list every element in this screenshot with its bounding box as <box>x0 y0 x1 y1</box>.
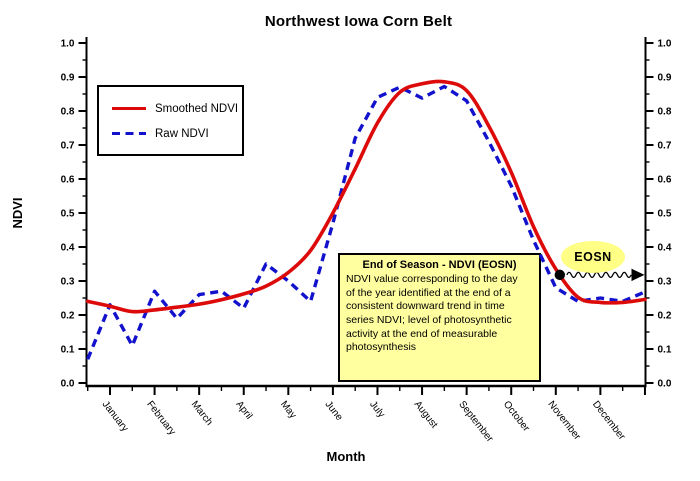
month-label: May <box>278 399 298 421</box>
y-tick-label-right: 0.7 <box>658 141 672 152</box>
eosn-wavy-arrow <box>566 271 632 279</box>
legend-item-smoothed: Smoothed NDVI <box>112 96 242 121</box>
month-label: September <box>456 399 495 445</box>
annotation-body: NDVI value corresponding to the day of th… <box>346 273 533 355</box>
month-label: December <box>590 399 627 443</box>
annotation-title: End of Season - NDVI (EOSN) <box>362 259 517 271</box>
legend: Smoothed NDVI Raw NDVI <box>97 85 244 156</box>
y-tick-label-left: 0.1 <box>61 345 75 356</box>
y-tick-label-left: 0.6 <box>61 175 75 186</box>
raw-line-sample <box>112 131 146 136</box>
y-tick-label-right: 0.1 <box>658 345 672 356</box>
month-label: April <box>233 399 254 422</box>
y-tick-label-left: 0.3 <box>61 277 75 288</box>
month-label: March <box>189 399 215 428</box>
month-label: February <box>144 399 177 437</box>
y-tick-label-left: 0.4 <box>61 243 75 254</box>
month-label: August <box>412 399 440 430</box>
month-label: November <box>545 399 582 443</box>
month-label: January <box>100 399 131 434</box>
raw-ndvi-line <box>86 84 646 360</box>
eosn-annotation-box: End of Season - NDVI (EOSN) NDVI value c… <box>338 253 541 382</box>
y-tick-label-right: 0.2 <box>658 311 672 322</box>
annotation-body-line: NDVI value corresponding to the day <box>346 273 518 285</box>
y-tick-label-right: 1.0 <box>658 39 672 50</box>
eosn-point-marker <box>554 269 566 281</box>
eosn-arrowhead <box>631 268 645 282</box>
y-tick-label-left: 0.0 <box>61 379 75 390</box>
y-tick-label-left: 0.9 <box>61 73 75 84</box>
y-tick-label-right: 0.9 <box>658 73 672 84</box>
y-tick-label-left: 0.8 <box>61 107 75 118</box>
legend-label-raw: Raw NDVI <box>155 127 209 140</box>
chart-title: Northwest Iowa Corn Belt <box>264 13 453 30</box>
y-tick-label-right: 0.6 <box>658 175 672 186</box>
smoothed-ndvi-line <box>85 79 647 314</box>
annotation-body-line: activity at the end of measurable <box>346 327 498 340</box>
y-tick-label-right: 0.3 <box>658 277 672 288</box>
month-label: June <box>323 399 345 423</box>
y-tick-label-left: 0.5 <box>61 209 75 220</box>
y-tick-label-right: 0.8 <box>658 107 672 118</box>
month-label: October <box>501 399 532 434</box>
y-tick-label-right: 0.4 <box>658 243 672 254</box>
eosn-label-bubble: EOSN <box>561 241 625 273</box>
y-tick-label-right: 0.5 <box>658 209 672 220</box>
y-tick-label-left: 0.2 <box>61 311 75 322</box>
legend-item-raw: Raw NDVI <box>112 121 242 146</box>
legend-label-smoothed: Smoothed NDVI <box>155 102 239 115</box>
annotation-body-line: of the year identified at the end of a <box>346 286 511 299</box>
annotation-body-line: consistent downward trend in time <box>346 300 505 313</box>
y-tick-label-left: 1.0 <box>61 39 75 50</box>
y-tick-label-right: 0.0 <box>658 379 672 390</box>
y-tick-label-left: 0.7 <box>61 141 75 152</box>
x-axis-title: Month <box>326 449 366 464</box>
annotation-body-line: series NDVI; level of photosynthetic <box>346 313 512 326</box>
annotation-body-line: photosynthesis <box>346 341 417 354</box>
smoothed-line-sample <box>112 107 146 110</box>
month-label: July <box>367 399 387 420</box>
eosn-label: EOSN <box>574 250 612 264</box>
